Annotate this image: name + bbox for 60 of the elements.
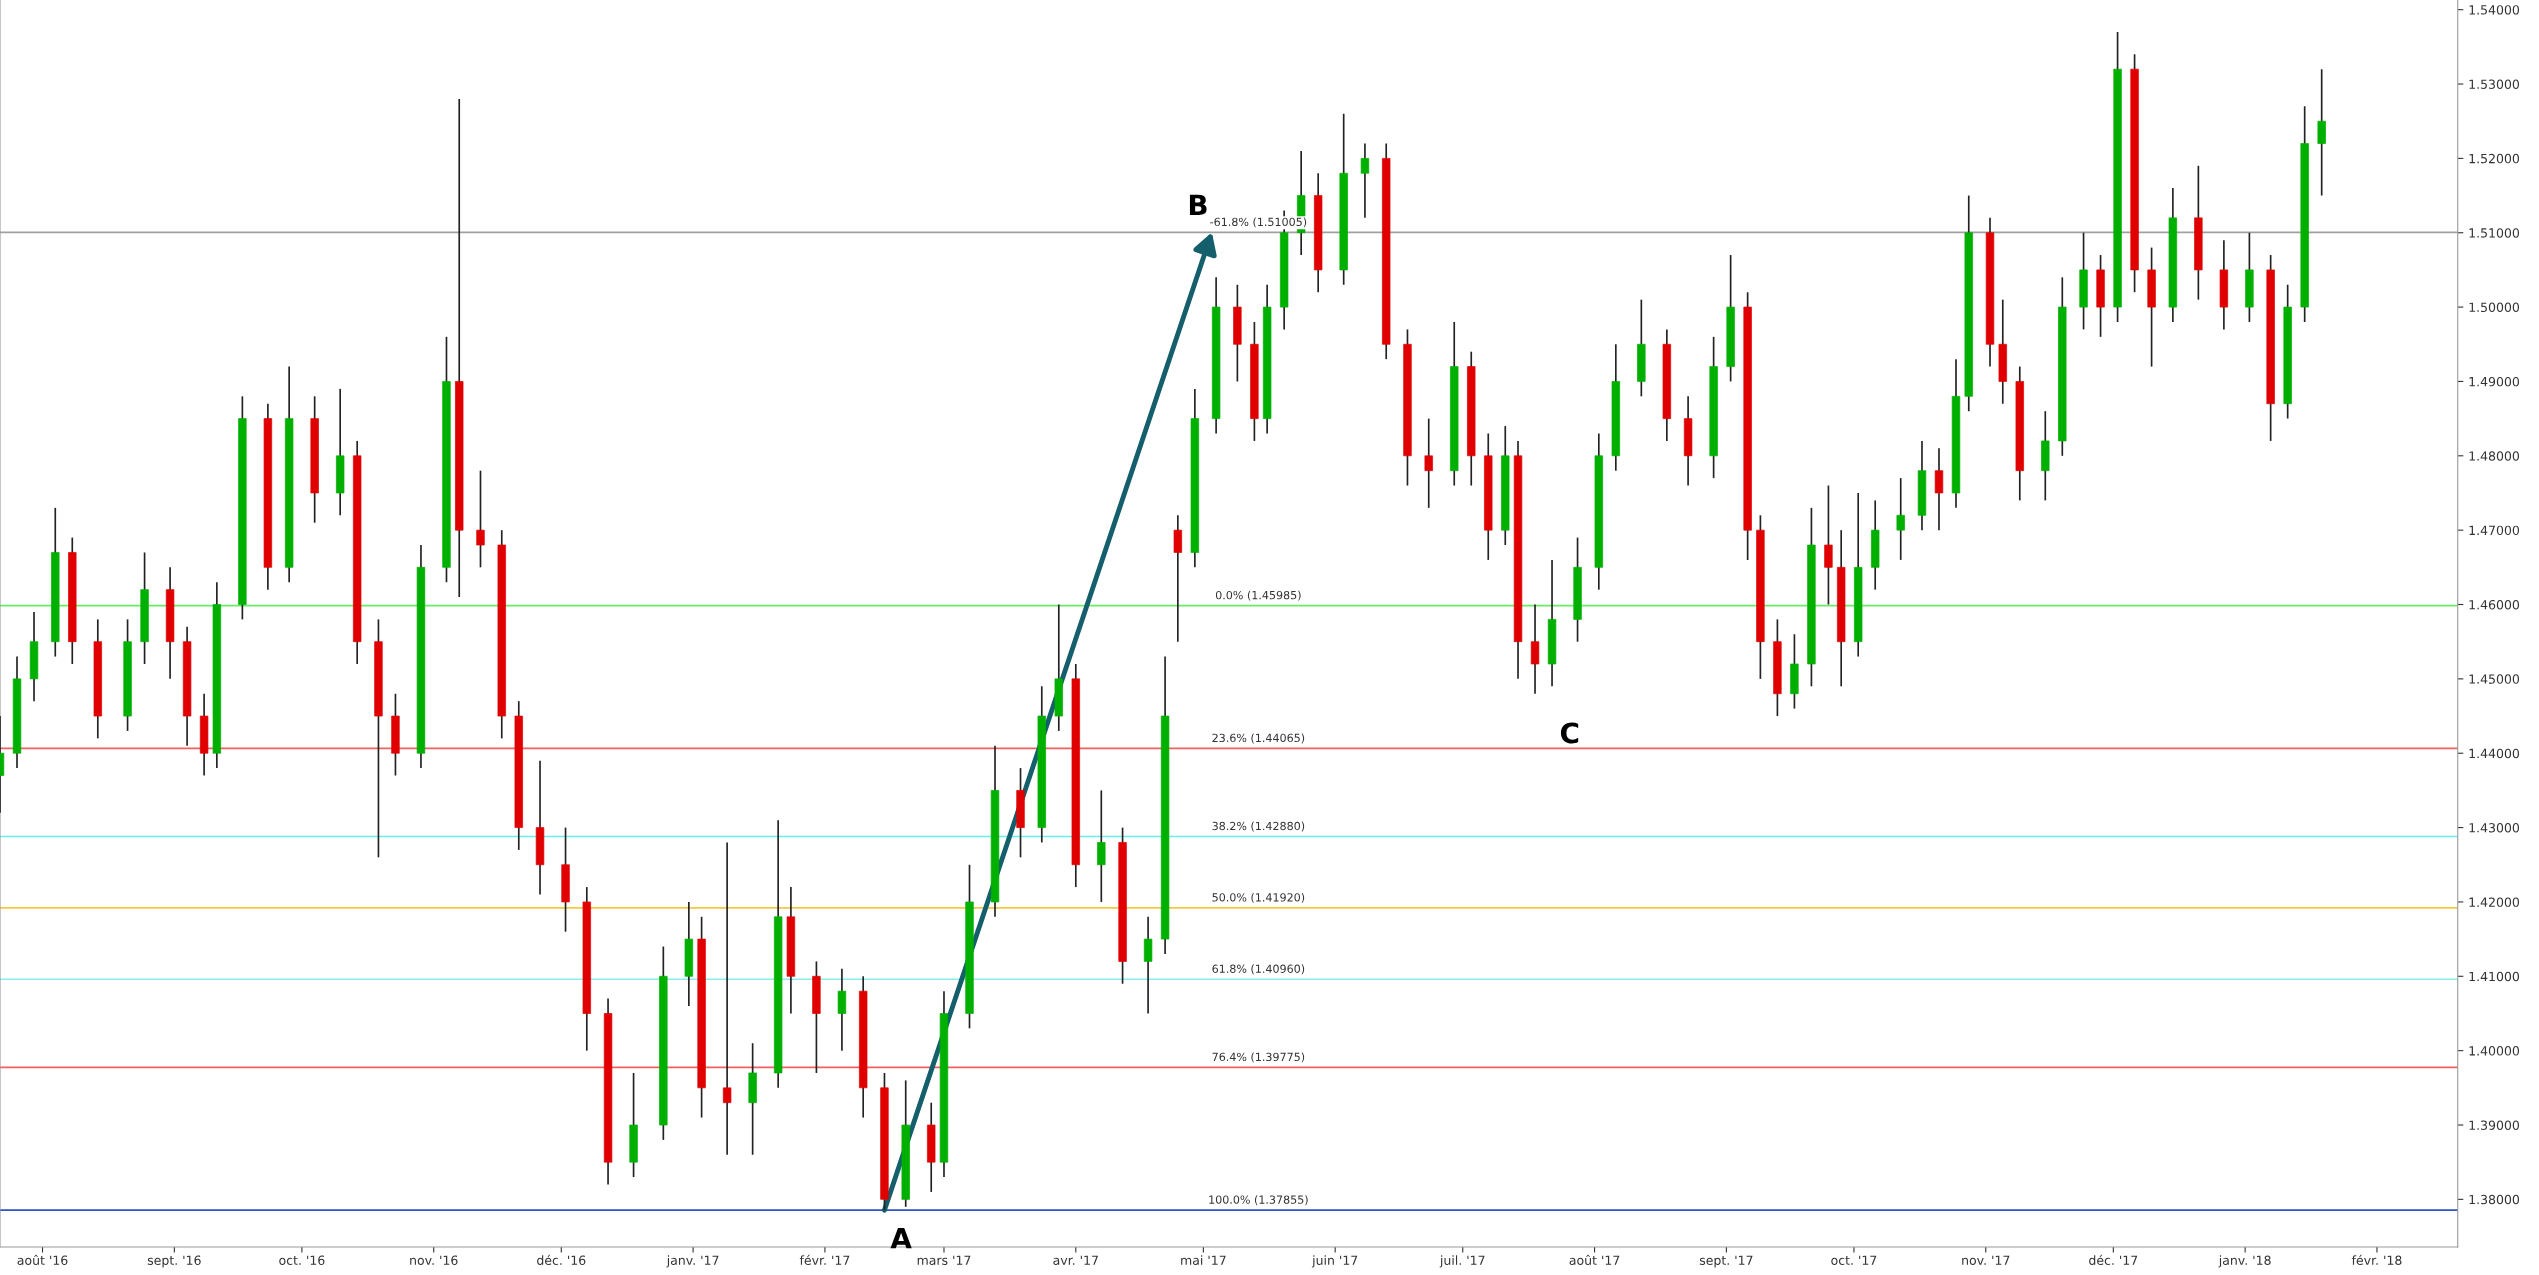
y-tick-label: 1.43000 [2469, 823, 2520, 833]
x-tick-label: juil. '17 [1439, 1255, 1485, 1268]
y-tick-label: 1.38000 [2469, 1194, 2520, 1205]
candlestick [1896, 477, 1905, 561]
candlestick [722, 841, 732, 1156]
y-tick-label: 1.51000 [2469, 228, 2520, 238]
ref-line-label: 76.4% (1.39775) [1212, 1052, 1305, 1063]
y-tick-label: 1.44000 [2469, 748, 2520, 759]
x-tick-label: oct. '16 [279, 1255, 325, 1265]
candlestick [476, 469, 485, 569]
x-tick-label: sept. '17 [1699, 1255, 1753, 1268]
x-tick-label: avr. '17 [1053, 1255, 1098, 1265]
candlestick [1173, 514, 1183, 643]
x-tick-label: juin '17 [1311, 1255, 1358, 1268]
x-tick-label: août '16 [17, 1254, 68, 1265]
candlestick [1424, 417, 1433, 509]
annotation: C [1560, 722, 1579, 744]
y-tick-label: 1.48000 [2469, 451, 2520, 461]
x-tick-label: nov. '17 [1962, 1255, 2010, 1265]
ref-line-label: 0.0% (1.45985) [1215, 590, 1301, 601]
x-tick-label: déc. '17 [2089, 1254, 2138, 1265]
annotation: B [1189, 194, 1207, 216]
y-tick-label: 1.54000 [2469, 5, 2520, 15]
x-tick-label: déc. '16 [537, 1254, 586, 1265]
y-tick-label: 1.47000 [2469, 525, 2520, 536]
candlestick [1530, 603, 1540, 695]
y-tick-label: 1.41000 [2469, 971, 2520, 982]
candlestick [2317, 68, 2326, 197]
candlestick [1143, 915, 1153, 1015]
candlestick [837, 968, 847, 1052]
x-tick-label: août '17 [1569, 1254, 1620, 1265]
ref-line-label: 61.8% (1.40960) [1212, 964, 1305, 975]
ref-line-label: 100.0% (1.37855) [1209, 1195, 1308, 1206]
candlestick [1097, 789, 1106, 903]
y-tick-label: 1.49000 [2469, 376, 2520, 387]
annotation: A [890, 1228, 912, 1249]
x-tick-label: sept. '16 [147, 1255, 201, 1268]
ref-line-label: 23.6% (1.44065) [1212, 733, 1305, 744]
candlestick [1934, 447, 1944, 531]
ref-line-label: 38.2% (1.42880) [1212, 821, 1305, 832]
candlestick [1360, 142, 1370, 219]
x-tick-label: janv. '17 [666, 1255, 719, 1268]
x-tick-label: mars '17 [917, 1255, 971, 1265]
x-tick-label: févr. '18 [2351, 1254, 2402, 1265]
y-tick-label: 1.45000 [2469, 674, 2520, 684]
y-tick-label: 1.39000 [2469, 1120, 2520, 1130]
y-tick-label: 1.40000 [2469, 1046, 2520, 1056]
y-tick-label: 1.52000 [2469, 153, 2520, 164]
y-tick-label: 1.42000 [2469, 897, 2520, 907]
x-tick-label: nov. '16 [410, 1255, 458, 1265]
candlestick [1824, 484, 1833, 606]
x-tick-label: mai '17 [1181, 1255, 1226, 1265]
y-tick-label: 1.46000 [2469, 599, 2520, 610]
x-tick-label: févr. '17 [799, 1254, 850, 1265]
y-tick-label: 1.50000 [2469, 302, 2520, 313]
x-tick-label: oct. '17 [1831, 1255, 1877, 1265]
ref-line-label: -61.8% (1.51005) [1210, 217, 1307, 228]
x-tick-label: janv. '18 [2218, 1255, 2271, 1268]
y-tick-label: 1.53000 [2469, 79, 2520, 89]
ref-line-label: 50.0% (1.41920) [1212, 892, 1305, 903]
